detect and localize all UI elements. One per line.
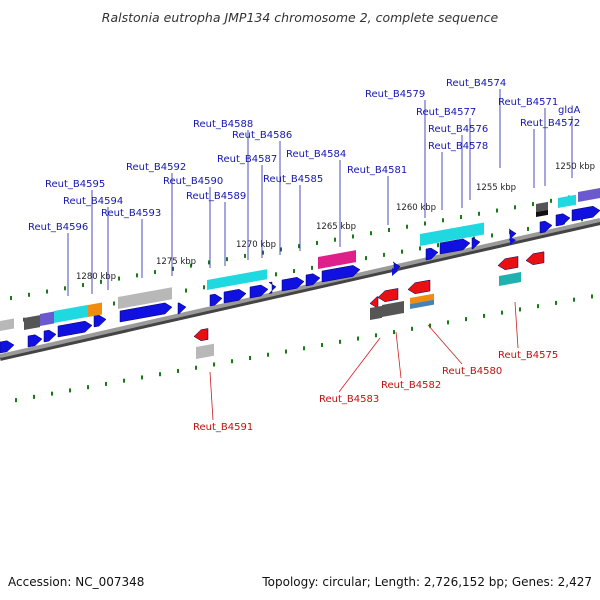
scale-label: 1275 kbp: [156, 257, 196, 267]
feature-block: [578, 188, 600, 202]
gene-label: Reut_B4587: [217, 154, 277, 165]
feature-block: [88, 302, 102, 317]
reverse-feature-block: [370, 305, 382, 320]
feature-block: [54, 304, 88, 323]
gene-label: Reut_B4581: [347, 165, 407, 176]
gene-label-leader: [338, 337, 381, 393]
scale-label: 1280 kbp: [76, 272, 116, 282]
forward-gene-arrow: [439, 238, 471, 255]
gene-label: Reut_B4572: [520, 118, 580, 129]
forward-gene-arrow: [93, 314, 107, 328]
feature-block: [0, 318, 14, 331]
backbone-line: [0, 218, 600, 358]
forward-gene-arrow: [0, 340, 15, 354]
gene-label: Reut_B4591: [193, 422, 253, 433]
feature-block: [207, 269, 267, 290]
gene-label: Reut_B4575: [498, 350, 558, 361]
scale-label: 1255 kbp: [476, 183, 516, 193]
scale-label: 1270 kbp: [236, 240, 276, 250]
gene-label: Reut_B4586: [232, 130, 292, 141]
gene-label: Reut_B4585: [263, 174, 323, 185]
gene-label: Reut_B4582: [381, 380, 441, 391]
feature-block: [40, 311, 54, 326]
gene-label: Reut_B4590: [163, 176, 223, 187]
gene-label: Reut_B4594: [63, 196, 123, 207]
gene-label: Reut_B4580: [442, 366, 502, 377]
feature-block: [420, 222, 484, 246]
gene-label: Reut_B4583: [319, 394, 379, 405]
forward-gene-arrow: [571, 205, 600, 222]
forward-gene-arrow: [425, 247, 439, 261]
reverse-feature-block: [410, 299, 434, 309]
forward-gene-arrow: [321, 265, 361, 283]
gene-label: Reut_B4577: [416, 107, 476, 118]
reverse-gene-arrow: [377, 288, 399, 303]
reverse-feature-block: [196, 343, 214, 359]
gene-label: Reut_B4578: [428, 141, 488, 152]
feature-block: [536, 201, 548, 212]
forward-gene-arrow: [209, 293, 223, 307]
forward-gene-arrow: [249, 284, 269, 299]
reverse-gene-arrow: [525, 251, 545, 266]
dark-feature: [536, 209, 548, 217]
forward-gene-arrow: [177, 302, 187, 315]
gene-label: gldA: [558, 105, 580, 116]
gene-label: Reut_B4579: [365, 89, 425, 100]
forward-gene-arrow: [539, 220, 553, 234]
forward-gene-arrow: [268, 281, 277, 294]
forward-gene-arrow: [392, 268, 398, 276]
scale-label: 1250 kbp: [555, 162, 595, 172]
map-title: Ralstonia eutropha JMP134 chromosome 2, …: [101, 10, 499, 25]
reverse-feature-block: [382, 301, 404, 317]
reverse-gene-arrow: [369, 296, 379, 309]
scale-label: 1260 kbp: [396, 203, 436, 213]
gene-label-leader: [514, 301, 519, 349]
reverse-gene-arrow: [407, 279, 431, 295]
gene-label: Reut_B4595: [45, 179, 105, 190]
forward-gene-arrow: [119, 302, 173, 323]
reverse-feature-block: [499, 272, 521, 286]
reverse-gene-arrow: [497, 256, 519, 271]
feature-block: [318, 250, 356, 269]
accession-label: Accession: NC_007348: [8, 575, 145, 589]
gene-label: Reut_B4576: [428, 124, 488, 135]
gene-label-leader: [427, 324, 463, 365]
forward-gene-arrow: [281, 277, 305, 292]
feature-block: [118, 287, 172, 309]
scale-label: 1265 kbp: [316, 222, 356, 232]
gene-label: Reut_B4571: [498, 97, 558, 108]
forward-gene-arrow: [305, 273, 321, 287]
forward-gene-arrow: [555, 213, 571, 227]
gene-label: Reut_B4589: [186, 191, 246, 202]
forward-gene-arrow: [223, 289, 247, 304]
forward-gene-arrow: [43, 329, 57, 343]
gene-label: Reut_B4593: [101, 208, 161, 219]
reverse-feature-block: [410, 293, 434, 304]
forward-gene-arrow: [27, 334, 43, 348]
feature-block: [558, 194, 576, 208]
gene-label: Reut_B4584: [286, 149, 346, 160]
forward-gene-arrow: [510, 237, 516, 245]
gene-label: Reut_B4592: [126, 162, 186, 173]
sequence-summary: Topology: circular; Length: 2,726,152 bp…: [262, 575, 592, 589]
gene-label-leader: [209, 371, 214, 421]
forward-gene-arrow: [471, 237, 481, 250]
gene-label: Reut_B4588: [193, 119, 253, 130]
feature-block: [24, 315, 40, 330]
gene-label-leader: [395, 331, 402, 379]
reverse-gene-arrow: [193, 328, 209, 342]
forward-gene-arrow: [57, 320, 93, 338]
gene-label: Reut_B4574: [446, 78, 506, 89]
gene-label: Reut_B4596: [28, 222, 88, 233]
